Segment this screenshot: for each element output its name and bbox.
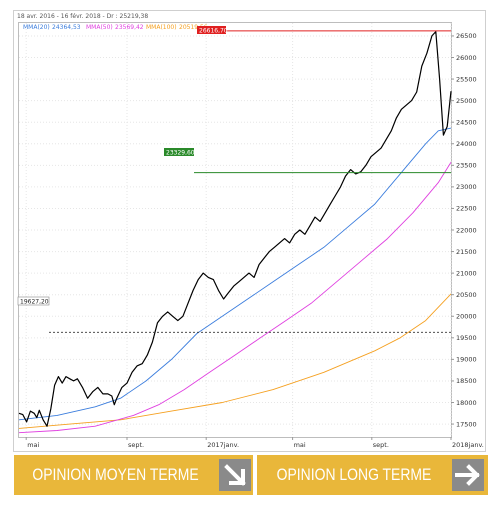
arrow-down-right-icon [219, 459, 251, 491]
y-axis: 17500 18000 18500 19000 19500 20000 20500 21000… [451, 32, 477, 428]
y-tick-label: 19000 [456, 356, 477, 364]
y-tick-label: 20500 [456, 291, 477, 299]
chart-frame: 17500 18000 18500 19000 19500 20000 20500 21000… [13, 10, 486, 452]
resistance-tag [197, 26, 226, 34]
support-value: 23329,60 [166, 150, 195, 157]
y-tick-label: 23500 [456, 162, 477, 170]
y-tick-label: 26000 [456, 54, 477, 62]
x-axis: mai sept. 2017janv. mai sept. 2018janv. [25, 437, 484, 449]
series-line-mma50 [18, 162, 452, 434]
x-tick-label: sept. [373, 441, 389, 449]
arrow-right-icon [452, 459, 484, 491]
price-line [18, 31, 452, 427]
opinion-medium-term-label: OPINION MOYEN TERME [32, 465, 199, 484]
legend-mma100-label: MMA(100) [146, 24, 177, 31]
series-layer [18, 31, 452, 434]
chart-date-range: 18 avr. 2016 - 16 févr. 2018 - Dr : 2521… [17, 13, 148, 20]
support-tag [164, 148, 194, 156]
x-tick-label: 2017janv. [207, 441, 239, 449]
y-tick-label: 22500 [456, 205, 477, 213]
legend-mma50-label: MMA(50) [86, 24, 113, 31]
y-tick-label: 25000 [456, 97, 477, 105]
y-tick-label: 21000 [456, 269, 477, 277]
legend-mma20-value: 24364,53 [52, 24, 81, 31]
opinion-long-term-label: OPINION LONG TERME [276, 465, 432, 484]
legend-mma20-label: MMA(20) [23, 24, 50, 31]
y-tick-label: 24000 [456, 140, 477, 148]
y-tick-label: 23000 [456, 183, 477, 191]
opinion-long-term-button[interactable]: OPINION LONG TERME [257, 455, 488, 495]
level-layer [49, 30, 451, 333]
y-tick-label: 25500 [456, 75, 477, 83]
y-tick-label: 20000 [456, 313, 477, 321]
y-tick-label: 17500 [456, 420, 477, 428]
legend-mma50-value: 23569,42 [115, 24, 144, 31]
legend-mma100-value: 20519,56 [179, 24, 208, 31]
y-tick-label: 19500 [456, 334, 477, 342]
y-tick-label: 26500 [456, 32, 477, 40]
reference-tag [17, 296, 50, 306]
y-tick-label: 24500 [456, 118, 477, 126]
chart-border [13, 10, 486, 452]
x-tick-label: sept. [128, 441, 144, 449]
x-tick-label: mai [27, 441, 39, 449]
resistance-value: 26616,70 [199, 28, 228, 35]
opinion-footer: OPINION MOYEN TERME OPINION LONG TERME [14, 455, 488, 495]
y-tick-label: 22000 [456, 226, 477, 234]
x-tick-label: 2018janv. [452, 441, 484, 449]
grid-layer [19, 23, 452, 437]
y-tick-label: 18500 [456, 377, 477, 385]
series-line-mma20 [18, 127, 452, 421]
price-chart: 17500 18000 18500 19000 19500 20000 20500 21000… [13, 10, 486, 452]
y-tick-label: 18000 [456, 399, 477, 407]
series-line-mma100 [18, 293, 452, 429]
opinion-medium-term-button[interactable]: OPINION MOYEN TERME [14, 455, 253, 495]
y-tick-label: 21500 [456, 248, 477, 256]
reference-value: 19627,20 [20, 299, 49, 306]
x-tick-label: mai [294, 441, 306, 449]
